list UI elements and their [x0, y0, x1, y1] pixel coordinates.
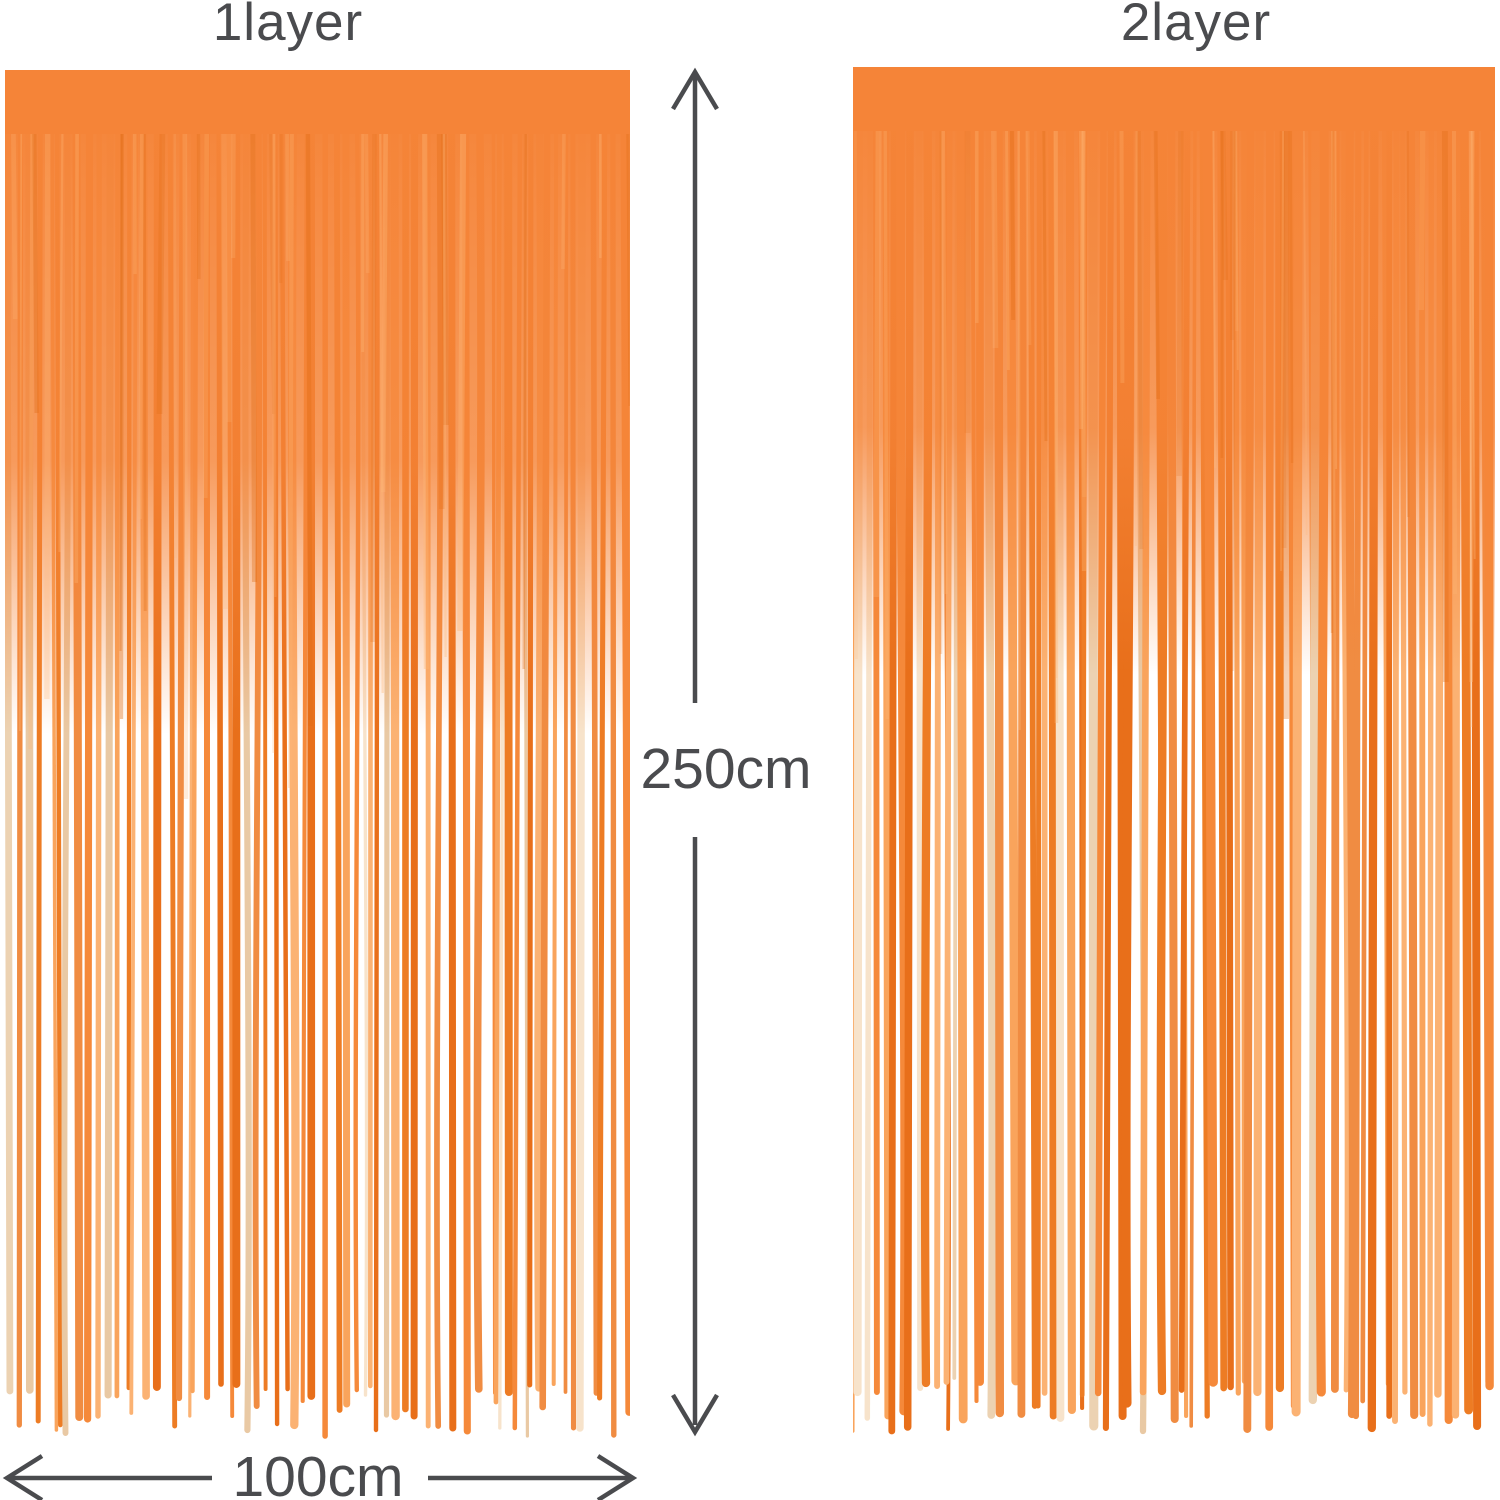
width-dimension-arrow — [2, 1454, 638, 1500]
arrow-down-icon — [671, 1393, 719, 1437]
left-curtain-label: 1layer — [212, 0, 364, 52]
height-dimension-arrow — [671, 67, 719, 1437]
height-dimension-label: 250cm — [640, 737, 812, 801]
curtain-2layer-image — [853, 67, 1495, 1435]
width-dimension-label: 100cm — [232, 1445, 404, 1500]
arrow-right-icon — [596, 1454, 638, 1500]
arrow-left-icon — [2, 1454, 44, 1500]
arrow-up-icon — [671, 67, 719, 111]
right-curtain-label: 2layer — [1120, 0, 1272, 52]
curtain-1layer-image — [5, 70, 630, 1439]
